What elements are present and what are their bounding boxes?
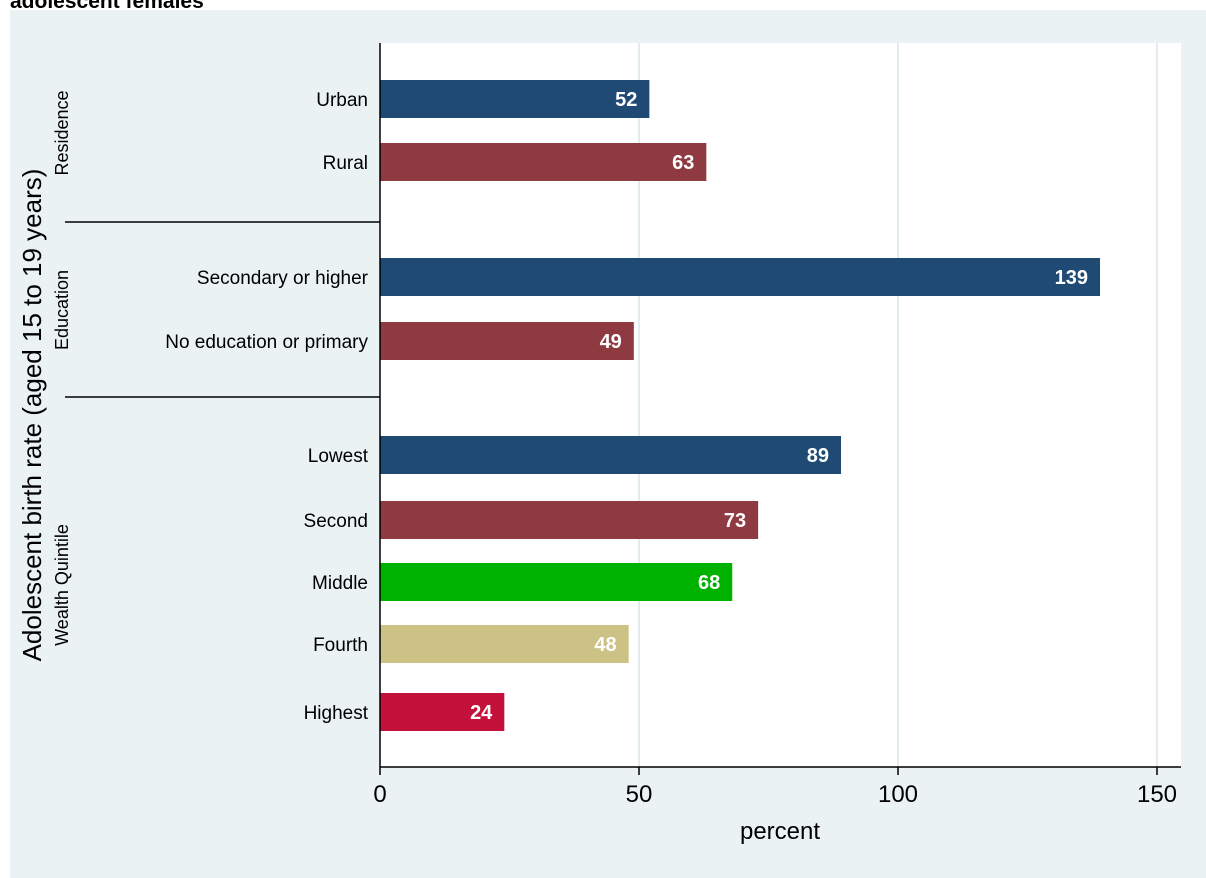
bar-rural bbox=[380, 143, 707, 181]
category-label: Lowest bbox=[308, 446, 369, 467]
bar-lowest bbox=[380, 436, 842, 474]
category-label: Middle bbox=[312, 573, 368, 594]
y-axis-title: Adolescent birth rate (aged 15 to 19 yea… bbox=[17, 169, 47, 662]
chart-panel: 52 Urban 63 Rural 139 Secondary or higher 49 No… bbox=[10, 10, 1206, 878]
category-label: Highest bbox=[304, 703, 369, 724]
group-label: Wealth Quintile bbox=[52, 524, 72, 646]
bar-value-label: 139 bbox=[1055, 267, 1088, 289]
bar-value-label: 73 bbox=[724, 510, 746, 532]
bar-value-label: 52 bbox=[615, 89, 637, 111]
bar-no-education-or-primary bbox=[380, 322, 634, 360]
bar-value-label: 63 bbox=[672, 152, 694, 174]
x-tick-label: 100 bbox=[878, 781, 918, 808]
bar-value-label: 68 bbox=[698, 572, 720, 594]
category-label: No education or primary bbox=[165, 332, 368, 353]
bar-value-label: 89 bbox=[807, 445, 829, 467]
x-tick-label: 50 bbox=[626, 781, 653, 808]
category-label: Secondary or higher bbox=[197, 268, 369, 289]
chart-title: adolescent females bbox=[10, 0, 204, 13]
bar-chart: 52 Urban 63 Rural 139 Secondary or higher 49 No… bbox=[17, 43, 1181, 845]
category-label: Urban bbox=[316, 90, 368, 111]
group-label: Residence bbox=[52, 90, 72, 175]
category-label: Rural bbox=[323, 153, 368, 174]
bar-value-label: 48 bbox=[594, 634, 616, 656]
bar-value-label: 24 bbox=[470, 702, 493, 724]
x-tick-label: 150 bbox=[1137, 781, 1177, 808]
bar-highest bbox=[380, 693, 505, 731]
x-tick-label: 0 bbox=[373, 781, 386, 808]
bar-secondary-or-higher bbox=[380, 258, 1101, 296]
group-label: Education bbox=[52, 270, 72, 350]
bar-urban bbox=[380, 80, 650, 118]
category-label: Fourth bbox=[313, 635, 368, 656]
bar-fourth bbox=[380, 625, 629, 663]
bar-second bbox=[380, 501, 759, 539]
bar-value-label: 49 bbox=[600, 331, 622, 353]
x-axis-title: percent bbox=[740, 818, 820, 845]
bar-middle bbox=[380, 563, 733, 601]
category-label: Second bbox=[304, 511, 368, 532]
